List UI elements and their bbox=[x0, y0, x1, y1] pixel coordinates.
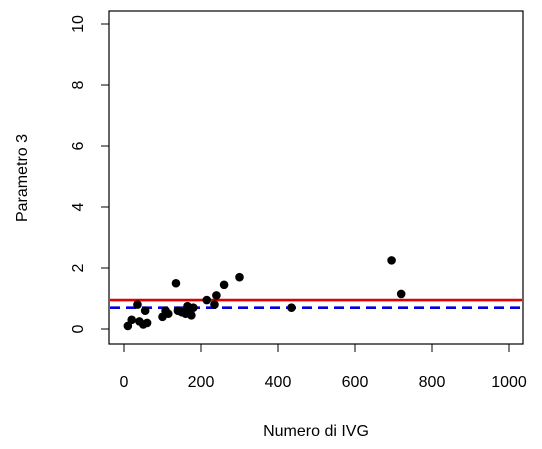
y-tick-label: 0 bbox=[70, 324, 87, 333]
data-point bbox=[140, 306, 150, 316]
y-axis: 0 2 4 6 8 10 bbox=[70, 15, 110, 333]
data-point bbox=[202, 295, 212, 305]
x-tick-label: 1000 bbox=[491, 374, 527, 391]
data-point bbox=[189, 303, 198, 312]
data-point bbox=[127, 315, 136, 325]
data-point bbox=[219, 280, 229, 290]
x-tick-label: 0 bbox=[120, 374, 129, 391]
x-axis-label: Numero di IVG bbox=[263, 423, 369, 440]
x-axis: 0 200 400 600 800 1000 bbox=[120, 343, 527, 391]
data-point bbox=[210, 300, 219, 309]
data-point bbox=[287, 303, 296, 312]
data-point bbox=[387, 256, 396, 265]
data-point bbox=[187, 310, 196, 320]
data-points bbox=[123, 256, 406, 331]
data-point bbox=[133, 300, 142, 309]
y-tick-label: 10 bbox=[70, 15, 87, 33]
plot-frame bbox=[108, 10, 524, 345]
y-tick-label: 8 bbox=[70, 80, 87, 89]
data-point bbox=[142, 318, 152, 328]
data-point bbox=[212, 291, 221, 300]
x-tick-label: 200 bbox=[188, 374, 215, 391]
x-tick-label: 800 bbox=[419, 374, 446, 391]
x-tick-label: 400 bbox=[265, 374, 292, 391]
x-tick-label: 600 bbox=[342, 374, 369, 391]
data-point bbox=[235, 272, 244, 282]
reference-lines bbox=[110, 298, 522, 309]
data-point bbox=[171, 278, 181, 288]
data-point bbox=[396, 289, 406, 299]
y-tick-label: 2 bbox=[70, 263, 87, 272]
y-tick-label: 4 bbox=[70, 202, 87, 211]
data-point bbox=[163, 309, 173, 319]
y-axis-label: Parametro 3 bbox=[14, 134, 31, 222]
data-point bbox=[123, 321, 133, 331]
y-tick-label: 6 bbox=[70, 141, 87, 150]
